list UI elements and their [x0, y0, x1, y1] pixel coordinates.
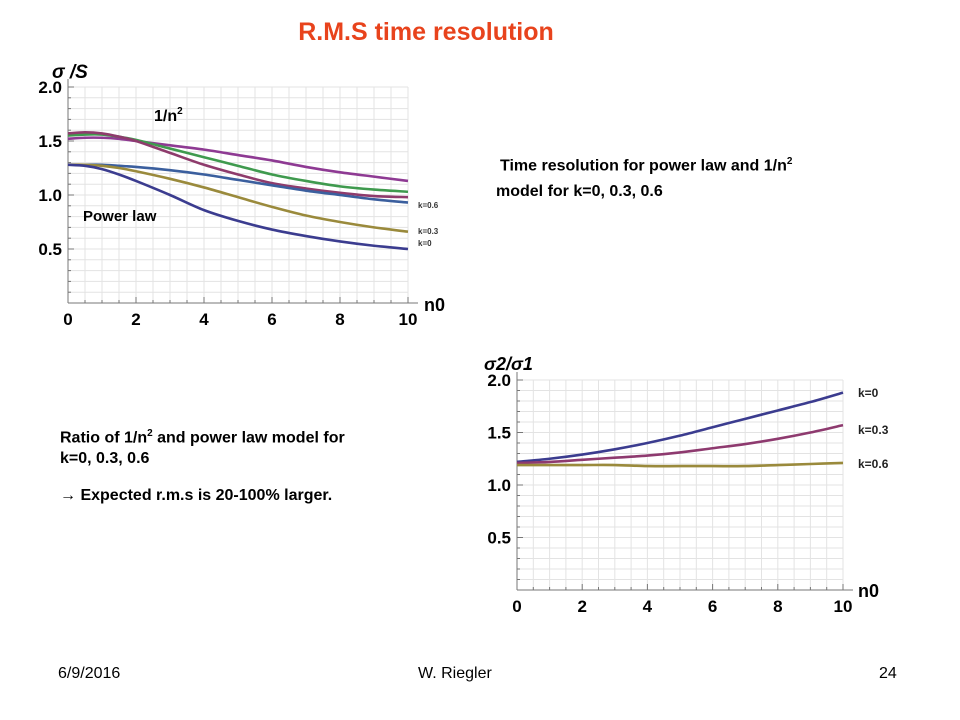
chart1-ylabel: σ /S [52, 62, 88, 83]
y-tick-label: 2.0 [487, 371, 511, 390]
y-tick-label: 0.5 [487, 529, 511, 548]
y-tick-label: 0.5 [38, 240, 62, 259]
legend-entry: k=0 [858, 386, 879, 400]
annotation-k06: k=0.6 [418, 201, 439, 210]
x-tick-label: 2 [577, 597, 586, 616]
arrow-icon: → [60, 487, 76, 505]
expected-conclusion: → Expected r.m.s is 20-100% larger. [60, 487, 333, 505]
legend-entry: k=0.3 [858, 423, 889, 437]
y-tick-label: 1.0 [487, 476, 511, 495]
series-line-2 [67, 131, 409, 199]
footer-date: 6/9/2016 [58, 665, 121, 682]
chart2-ylabel: σ2/σ1 [484, 354, 533, 374]
series-line-0 [516, 391, 844, 464]
x-tick-label: 8 [773, 597, 782, 616]
x-tick-label: 6 [708, 597, 717, 616]
y-tick-label: 1.0 [38, 186, 62, 205]
x-tick-label: 4 [643, 597, 653, 616]
footer-author: W. Riegler [418, 665, 492, 682]
y-tick-label: 2.0 [38, 78, 62, 97]
x-tick-label: 0 [512, 597, 521, 616]
legend-entry: k=0.6 [858, 457, 889, 471]
slide-title: R.M.S time resolution [298, 18, 554, 46]
footer-page: 24 [879, 665, 897, 682]
series-line-2 [516, 461, 844, 468]
x-tick-label: 4 [199, 310, 209, 329]
annotation-inv-n2: 1/n2 [154, 106, 183, 125]
series-line-0 [67, 136, 409, 183]
x-tick-label: 8 [335, 310, 344, 329]
annotation-k0: k=0 [418, 239, 432, 248]
series-line-4 [67, 163, 409, 234]
x-tick-label: 6 [267, 310, 276, 329]
ratio-description: Ratio of 1/n2 and power law model for k=… [60, 423, 460, 506]
y-tick-label: 1.5 [487, 424, 511, 443]
x-tick-label: 2 [131, 310, 140, 329]
x-tick-label: 0 [63, 310, 72, 329]
series-line-5 [67, 163, 409, 251]
x-tick-label: 10 [834, 597, 853, 616]
chart2-xlabel: n0 [858, 581, 879, 601]
annotation-power-law: Power law [83, 208, 157, 225]
series-line-1 [516, 423, 844, 465]
y-tick-label: 1.5 [38, 132, 62, 151]
x-tick-label: 10 [399, 310, 418, 329]
top-right-description: Time resolution for power law and 1/n2 m… [496, 156, 793, 201]
chart1-xlabel: n0 [424, 295, 445, 315]
annotation-k03: k=0.3 [418, 227, 439, 236]
